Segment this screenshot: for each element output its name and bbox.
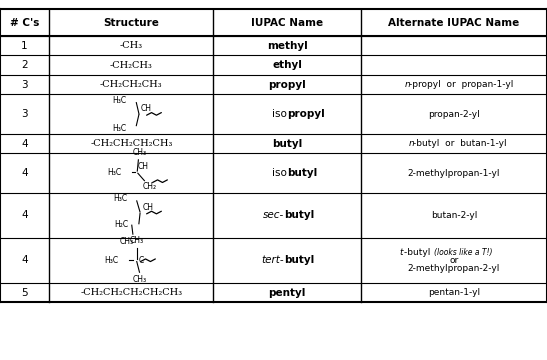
Text: butan-2-yl: butan-2-yl xyxy=(431,211,477,220)
Text: 2-methylpropan-2-yl: 2-methylpropan-2-yl xyxy=(408,264,500,273)
Text: tert-: tert- xyxy=(262,256,284,265)
Text: propyl: propyl xyxy=(287,109,325,119)
Text: or: or xyxy=(450,256,458,265)
Text: IUPAC Name: IUPAC Name xyxy=(251,18,323,27)
Text: -butyl: -butyl xyxy=(404,248,433,257)
Text: t: t xyxy=(399,248,403,257)
Text: -CH₂CH₂CH₂CH₂CH₃: -CH₂CH₂CH₂CH₂CH₃ xyxy=(80,288,182,297)
Text: CH₂: CH₂ xyxy=(143,183,157,192)
Text: iso: iso xyxy=(272,168,287,178)
Text: butyl: butyl xyxy=(287,168,317,178)
Text: 1: 1 xyxy=(21,41,28,51)
Text: C: C xyxy=(138,256,144,265)
Text: n: n xyxy=(405,80,411,89)
Text: sec-: sec- xyxy=(263,211,284,220)
Text: CH₃: CH₃ xyxy=(119,237,133,246)
Text: iso: iso xyxy=(272,109,287,119)
Text: CH: CH xyxy=(138,162,149,171)
Text: butyl: butyl xyxy=(272,139,302,149)
Text: n: n xyxy=(409,139,415,148)
Text: H₃C: H₃C xyxy=(112,96,126,105)
Text: CH₃: CH₃ xyxy=(132,148,147,157)
Text: butyl: butyl xyxy=(284,211,315,220)
Text: ethyl: ethyl xyxy=(272,60,302,70)
Text: H₂C: H₂C xyxy=(114,220,128,229)
Text: -butyl  or  butan-1-yl: -butyl or butan-1-yl xyxy=(412,139,507,148)
Text: -CH₂CH₃: -CH₂CH₃ xyxy=(110,61,153,70)
Text: 4: 4 xyxy=(21,256,28,265)
Text: 5: 5 xyxy=(21,288,28,298)
Text: 2: 2 xyxy=(21,60,28,70)
Text: 3: 3 xyxy=(21,80,28,90)
Text: CH: CH xyxy=(141,104,152,113)
Text: Structure: Structure xyxy=(103,18,159,27)
Text: -CH₃: -CH₃ xyxy=(120,41,143,50)
Text: -CH₂CH₂CH₃: -CH₂CH₂CH₃ xyxy=(100,80,162,89)
Text: CH: CH xyxy=(142,203,153,212)
Text: (looks like a T!): (looks like a T!) xyxy=(434,248,493,257)
Text: -CH₂CH₂CH₂CH₃: -CH₂CH₂CH₂CH₃ xyxy=(90,139,172,148)
Text: 2-methylpropan-1-yl: 2-methylpropan-1-yl xyxy=(408,169,501,178)
Text: propan-2-yl: propan-2-yl xyxy=(428,110,480,119)
Text: 4: 4 xyxy=(21,168,28,178)
Text: methyl: methyl xyxy=(267,41,307,51)
Text: CH₃: CH₃ xyxy=(132,275,147,284)
Text: pentan-1-yl: pentan-1-yl xyxy=(428,288,480,297)
Text: pentyl: pentyl xyxy=(269,288,306,298)
Text: H₃C: H₃C xyxy=(107,168,121,177)
Text: H₃C: H₃C xyxy=(104,256,118,265)
Text: 4: 4 xyxy=(21,139,28,149)
Text: propyl: propyl xyxy=(268,80,306,90)
Text: 4: 4 xyxy=(21,211,28,220)
Text: H₃C: H₃C xyxy=(112,124,126,133)
Text: Alternate IUPAC Name: Alternate IUPAC Name xyxy=(388,18,520,27)
Text: H₃C: H₃C xyxy=(113,194,127,203)
Text: butyl: butyl xyxy=(284,256,315,265)
Text: CH₃: CH₃ xyxy=(130,236,144,245)
Text: -propyl  or  propan-1-yl: -propyl or propan-1-yl xyxy=(409,80,513,89)
Text: 3: 3 xyxy=(21,109,28,119)
Text: # C's: # C's xyxy=(10,18,39,27)
